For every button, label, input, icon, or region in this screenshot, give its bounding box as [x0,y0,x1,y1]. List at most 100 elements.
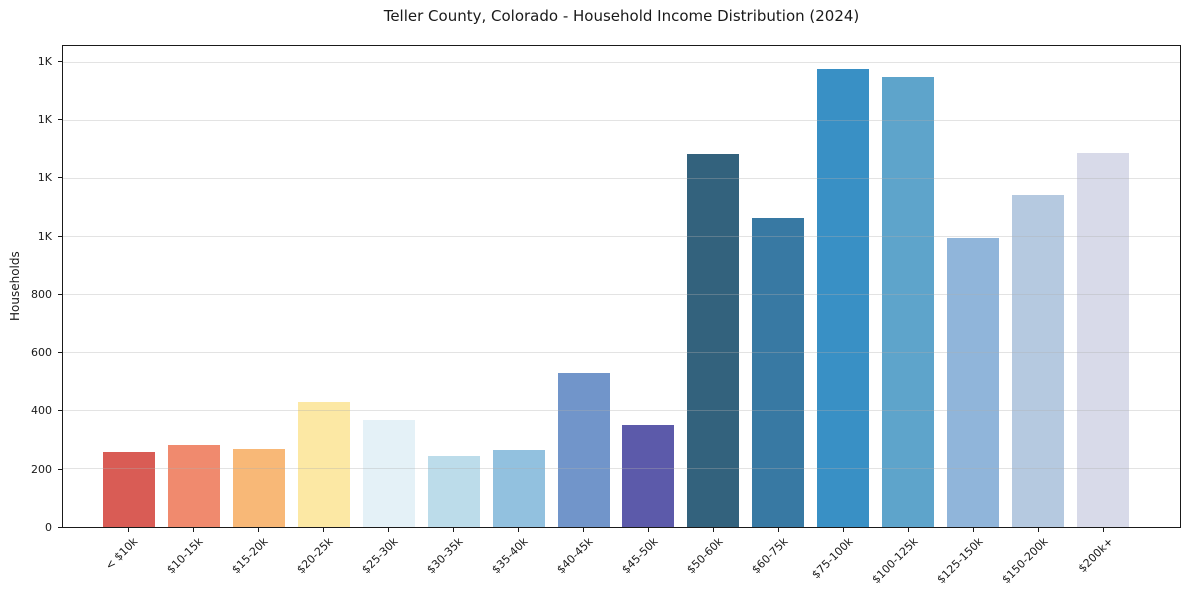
x-tick-mark [1038,528,1039,532]
x-slot: $30-35k [421,528,486,590]
y-tick-label: 1K [37,54,52,68]
x-tick-label: $10-15k [164,535,206,577]
bar-slot [227,46,292,527]
y-tick-label: 600 [31,346,52,360]
bar-slot [811,46,876,527]
x-slot: $150-200k [1000,528,1071,590]
bar [622,425,675,527]
x-slot: $40-45k [551,528,616,590]
bar-slot [97,46,162,527]
x-tick-mark [258,528,259,532]
x-tick-label: < $10k [103,535,141,573]
y-tick-mark [58,293,62,295]
bar [687,154,740,527]
x-slot: $15-20k [226,528,291,590]
x-tick-mark [193,528,194,532]
y-tick-mark [58,527,62,528]
bar-slot [616,46,681,527]
x-slot: $25-30k [356,528,421,590]
bar-slot [681,46,746,527]
bar-slot [162,46,227,527]
y-tick-label: 0 [45,521,52,534]
x-tick-mark [973,528,974,532]
y-tick-label: 1K [37,171,52,185]
bar [427,456,480,527]
x-tick-mark [518,528,519,532]
x-tick-mark [908,528,909,532]
x-tick-label: $50-60k [684,535,726,577]
x-slot: $75-100k [809,528,876,590]
x-tick-mark [453,528,454,532]
bar [168,444,221,527]
bar-slot [876,46,941,527]
chart-title: Teller County, Colorado - Household Inco… [383,7,860,25]
x-tick-label: $45-50k [619,535,661,577]
x-slot: $200k+ [1071,528,1136,590]
y-tick-mark [58,468,62,470]
x-slot: $20-25k [291,528,356,590]
y-tick-mark [58,235,62,237]
x-tick-mark [713,528,714,532]
y-tick-mark [58,177,62,179]
bar [817,68,869,527]
x-tick-mark [583,528,584,532]
bar [298,401,350,527]
x-slot: $50-60k [681,528,746,590]
bar [1076,153,1129,527]
x-tick-label: $60-75k [749,535,791,577]
x-slot: < $10k [96,528,161,590]
x-tick-label: $75-100k [809,535,856,582]
plot-area [62,45,1181,528]
x-tick-mark [128,528,129,532]
bar-slot [746,46,811,527]
bar [881,77,934,527]
bar-slot [486,46,551,527]
x-slot: $125-150k [935,528,1006,590]
x-tick-label: $35-40k [489,535,531,577]
y-tick-label: 200 [31,462,52,476]
y-tick-label: 1K [37,112,52,126]
x-tick-mark [778,528,779,532]
x-tick-label: $125-150k [934,535,986,587]
x-tick-mark [323,528,324,532]
bars-layer [63,46,1180,527]
x-slot: $35-40k [486,528,551,590]
bar [1011,194,1064,527]
bar-slot [1070,46,1135,527]
y-tick-mark [58,352,62,354]
bar [233,448,286,527]
bar-slot [292,46,357,527]
x-tick-mark [648,528,649,532]
y-tick-mark [58,410,62,412]
x-tick-label: $40-45k [554,535,596,577]
x-tick-label: $20-25k [294,535,336,577]
bar [362,420,415,527]
bar-slot [421,46,486,527]
x-slot: $45-50k [616,528,681,590]
bar-slot [551,46,616,527]
x-tick-label: $200k+ [1075,535,1116,576]
bar [946,238,999,527]
bar [103,452,156,527]
y-axis: 0 200 400 600 800 1K 1K 1K 1K [0,45,62,534]
y-tick-mark [58,118,62,120]
x-tick-label: $30-35k [424,535,466,577]
bar-slot [357,46,422,527]
bar-slot [940,46,1005,527]
y-tick-label: 400 [31,404,52,418]
x-tick-label: $150-200k [999,535,1051,587]
bar [752,217,805,527]
x-tick-mark [1103,528,1104,532]
y-tick-label: 800 [31,287,52,301]
y-tick-mark [58,60,62,62]
x-slot: $100-125k [870,528,941,590]
bar-slot [1005,46,1070,527]
y-tick-label: 1K [37,229,52,243]
bar [557,372,610,527]
x-tick-label: $15-20k [229,535,271,577]
x-tick-label: $100-125k [869,535,921,587]
x-tick-label: $25-30k [359,535,401,577]
x-slot: $60-75k [746,528,811,590]
bar [492,450,545,527]
